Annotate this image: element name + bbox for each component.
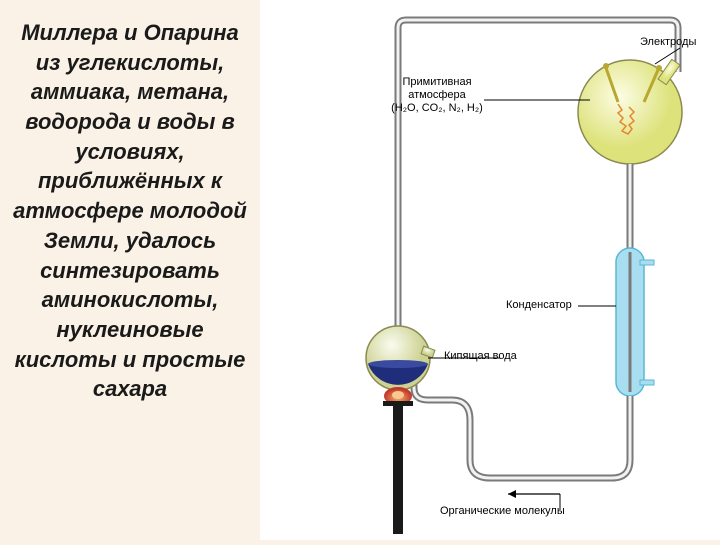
label-condenser: Конденсатор bbox=[506, 299, 572, 312]
label-atmosphere: Примитивная атмосфера (H₂O, CO₂, N₂, H₂) bbox=[382, 76, 492, 116]
main-description: Миллера и Опарина из углекислоты, аммиак… bbox=[12, 18, 248, 404]
diagram-panel: Электроды Примитивная атмосфера (H₂O, CO… bbox=[260, 0, 720, 540]
label-electrodes: Электроды bbox=[640, 36, 696, 49]
text-panel: Миллера и Опарина из углекислоты, аммиак… bbox=[0, 0, 260, 540]
label-boiling-water: Кипящая вода bbox=[444, 350, 517, 363]
label-atmosphere-l3: (H₂O, CO₂, N₂, H₂) bbox=[382, 102, 492, 115]
label-atmosphere-l1: Примитивная bbox=[382, 76, 492, 89]
label-atmosphere-l2: атмосфера bbox=[382, 89, 492, 102]
label-organic: Органические молекулы bbox=[440, 505, 565, 518]
